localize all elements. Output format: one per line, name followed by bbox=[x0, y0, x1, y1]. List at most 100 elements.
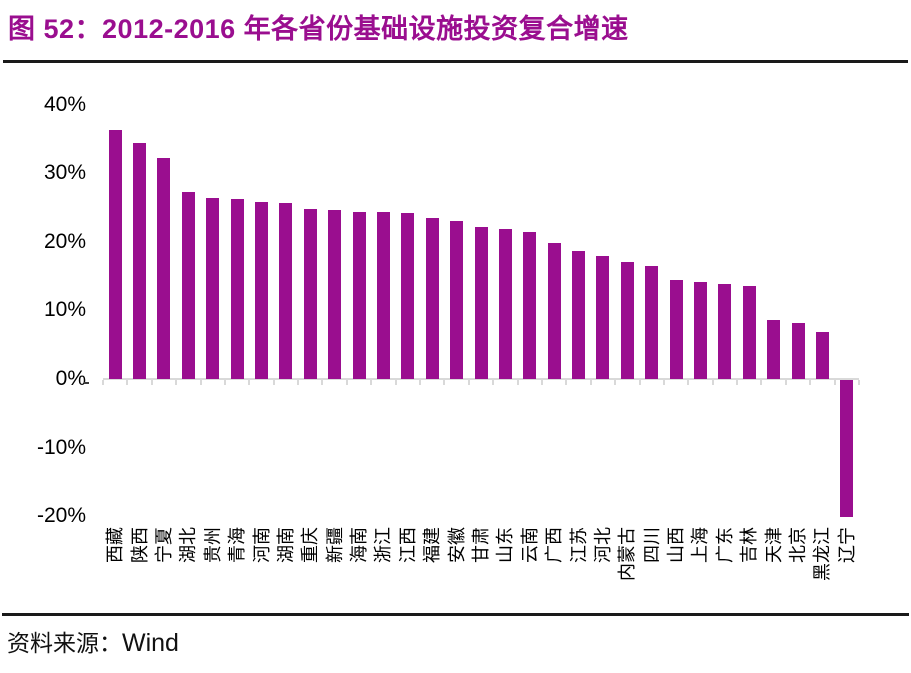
x-axis-label: 浙江 bbox=[373, 527, 394, 563]
x-axis-label-slot: 黑龙江 bbox=[810, 527, 834, 599]
category-axis-tick bbox=[565, 380, 568, 385]
category-axis-tick bbox=[175, 380, 178, 385]
x-axis-label-slot: 广东 bbox=[713, 527, 737, 599]
x-axis-label: 河北 bbox=[592, 527, 613, 563]
y-axis-label: 40% bbox=[43, 92, 86, 116]
category-axis-tick bbox=[760, 380, 763, 385]
x-axis-label: 江苏 bbox=[568, 527, 589, 563]
y-axis-label: 10% bbox=[43, 298, 86, 322]
x-axis-label-slot: 云南 bbox=[518, 527, 542, 599]
bar-海南 bbox=[352, 211, 366, 379]
x-axis-label-slot: 江苏 bbox=[566, 527, 590, 599]
x-axis-label: 新疆 bbox=[324, 527, 345, 563]
bar-浙江 bbox=[376, 212, 390, 379]
bar-陕西 bbox=[133, 143, 147, 379]
bar-吉林 bbox=[742, 285, 756, 379]
category-axis-tick bbox=[419, 380, 422, 385]
bar-安徽 bbox=[450, 221, 464, 379]
x-axis-label: 广西 bbox=[544, 527, 565, 563]
x-axis-label: 天津 bbox=[763, 527, 784, 563]
category-axis-tick bbox=[711, 380, 714, 385]
x-axis-label-slot: 海南 bbox=[347, 527, 371, 599]
bar-内蒙古 bbox=[620, 261, 634, 379]
category-axis-tick bbox=[833, 380, 836, 385]
source-value: Wind bbox=[122, 629, 179, 657]
bar-重庆 bbox=[303, 208, 317, 379]
x-axis-label: 福建 bbox=[422, 527, 443, 563]
category-axis-tick bbox=[223, 380, 226, 385]
x-axis-label: 北京 bbox=[788, 527, 809, 563]
category-axis-tick bbox=[858, 380, 860, 385]
category-axis-tick bbox=[540, 380, 543, 385]
category-axis-tick bbox=[321, 380, 324, 385]
bar-山西 bbox=[669, 279, 683, 379]
x-axis-label-slot: 河北 bbox=[591, 527, 615, 599]
x-axis-label: 吉林 bbox=[739, 527, 760, 563]
x-axis-label: 陕西 bbox=[129, 527, 150, 563]
x-axis-label-slot: 重庆 bbox=[298, 527, 322, 599]
bar-新疆 bbox=[328, 210, 342, 379]
y-axis-label: -10% bbox=[36, 435, 86, 459]
bar-天津 bbox=[767, 320, 781, 379]
bar-广西 bbox=[547, 243, 561, 379]
category-axis-tick bbox=[516, 380, 519, 385]
x-axis-label: 广东 bbox=[714, 527, 735, 563]
x-axis-label-slot: 广西 bbox=[542, 527, 566, 599]
bar-西藏 bbox=[108, 129, 122, 379]
category-axis-tick bbox=[126, 380, 129, 385]
x-axis-label: 上海 bbox=[690, 527, 711, 563]
bar-湖北 bbox=[181, 192, 195, 379]
bar-chart: 40% 30% 20% 10% 0% -10% -20% 西藏 陕西 宁夏 湖北 贵州 青海 河南 湖南重… bbox=[36, 92, 860, 599]
category-axis-tick bbox=[736, 380, 739, 385]
y-axis-label: 20% bbox=[43, 229, 86, 253]
x-axis-label-slot: 新疆 bbox=[322, 527, 346, 599]
bar-河南 bbox=[255, 202, 269, 379]
bar-福建 bbox=[425, 218, 439, 379]
bar-广东 bbox=[718, 284, 732, 379]
category-axis-tick bbox=[199, 380, 202, 385]
x-axis-label-slot: 天津 bbox=[761, 527, 785, 599]
x-axis-label: 山东 bbox=[495, 527, 516, 563]
x-axis-label-slot: 山东 bbox=[493, 527, 517, 599]
category-axis-tick bbox=[687, 380, 690, 385]
category-axis-line bbox=[103, 378, 859, 380]
y-axis-label: 30% bbox=[43, 161, 86, 185]
category-axis-tick bbox=[248, 380, 251, 385]
x-axis-label-slot: 福建 bbox=[420, 527, 444, 599]
x-axis-label: 湖北 bbox=[178, 527, 199, 563]
x-axis-label-slot: 北京 bbox=[786, 527, 810, 599]
x-axis-label: 湖南 bbox=[275, 527, 296, 563]
x-axis-label-slot: 浙江 bbox=[371, 527, 395, 599]
category-axis-tick bbox=[662, 380, 665, 385]
bar-甘肃 bbox=[474, 227, 488, 379]
category-axis-tick bbox=[614, 380, 617, 385]
x-axis-label: 江西 bbox=[397, 527, 418, 563]
y-axis-label: -20% bbox=[36, 504, 86, 528]
x-axis-label: 内蒙古 bbox=[617, 527, 638, 581]
x-axis-label-slot: 内蒙古 bbox=[615, 527, 639, 599]
source-label: 资料来源： bbox=[7, 631, 122, 656]
x-axis-label: 黑龙江 bbox=[812, 527, 833, 581]
category-axis-tick bbox=[150, 380, 153, 385]
x-axis-label-slot: 湖南 bbox=[274, 527, 298, 599]
x-axis-label-slot: 陕西 bbox=[127, 527, 151, 599]
x-axis-label-slot: 青海 bbox=[225, 527, 249, 599]
footer-divider bbox=[2, 613, 909, 616]
x-axis-label: 青海 bbox=[227, 527, 248, 563]
bar-黑龙江 bbox=[815, 332, 829, 379]
bar-湖南 bbox=[279, 203, 293, 379]
category-axis-tick bbox=[638, 380, 641, 385]
category-axis-tick bbox=[370, 380, 373, 385]
x-axis-label: 宁夏 bbox=[153, 527, 174, 563]
category-axis-tick bbox=[345, 380, 348, 385]
x-axis-label: 甘肃 bbox=[470, 527, 491, 563]
bar-北京 bbox=[791, 322, 805, 379]
source-line: 资料来源：Wind bbox=[7, 624, 179, 658]
x-axis-label-slot: 安徽 bbox=[444, 527, 468, 599]
category-axis-tick bbox=[589, 380, 592, 385]
x-axis-label-slot: 上海 bbox=[688, 527, 712, 599]
bar-四川 bbox=[645, 266, 659, 379]
x-axis-label-slot: 四川 bbox=[640, 527, 664, 599]
x-axis-label-slot: 西藏 bbox=[103, 527, 127, 599]
